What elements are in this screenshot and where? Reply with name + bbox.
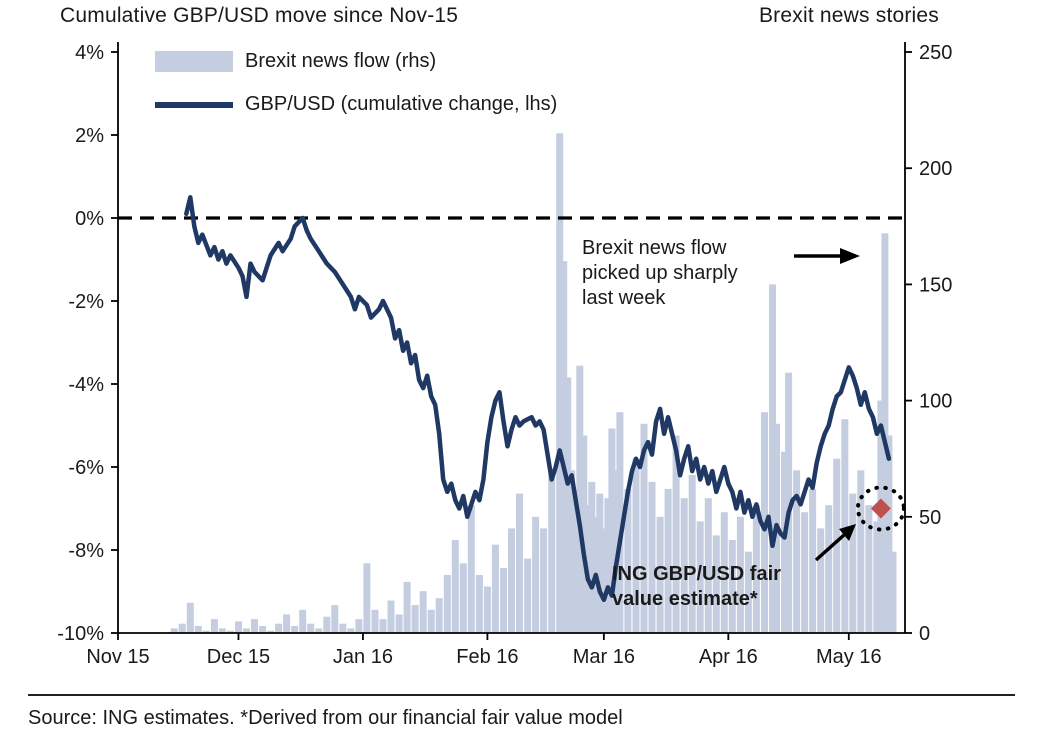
right-axis-tick-label: 150: [919, 274, 952, 296]
left-axis-tick-label: -2%: [68, 291, 104, 313]
source-note: Source: ING estimates. *Derived from our…: [28, 707, 623, 729]
right-axis-tick-label: 100: [919, 391, 952, 413]
legend-item-news-flow: Brexit news flow (rhs): [155, 50, 436, 73]
news-flow-swatch-icon: [155, 51, 233, 72]
left-axis-tick-label: 2%: [75, 125, 104, 147]
x-axis-tick-label: Dec 15: [207, 646, 270, 668]
source-divider: [28, 694, 1015, 696]
fair-value-dotted-circle-icon: [855, 485, 906, 532]
right-axis-tick-label: 0: [919, 623, 930, 645]
gbpusd-line: [184, 195, 892, 603]
right-axis-title: Brexit news stories: [758, 4, 939, 27]
left-axis-tick-label: -10%: [57, 623, 104, 645]
x-axis-tick-label: Nov 15: [86, 646, 149, 668]
left-axis-tick-label: 4%: [75, 42, 104, 64]
fair-value-arrow: [814, 533, 846, 562]
right-axis-tick-label: 250: [919, 42, 952, 64]
fair-value-diamond-icon: [870, 498, 891, 519]
x-axis-tick-label: Feb 16: [456, 646, 518, 668]
right-axis-tick-label: 200: [919, 158, 952, 180]
x-axis-tick-label: Apr 16: [699, 646, 758, 668]
left-axis-title: Cumulative GBP/USD move since Nov-15: [60, 4, 459, 27]
legend-label-news-flow: Brexit news flow (rhs): [245, 50, 437, 72]
news-flow-bars: [170, 133, 897, 634]
x-axis-tick-label: May 16: [816, 646, 882, 668]
news-flow-annotation: Brexit news flow picked up sharply last …: [582, 237, 738, 309]
fair-value-annotation: ING GBP/USD fair value estimate*: [612, 563, 781, 610]
left-axis-tick-label: -6%: [68, 457, 104, 479]
left-axis-tick-label: 0%: [75, 208, 104, 230]
x-axis-tick-label: Jan 16: [333, 646, 393, 668]
news-arrow-head-icon: [840, 248, 860, 264]
x-axis-tick-label: Mar 16: [573, 646, 635, 668]
legend-item-gbpusd: GBP/USD (cumulative change, lhs): [155, 93, 557, 116]
right-axis-tick-label: 50: [919, 507, 941, 529]
left-axis-tick-label: -8%: [68, 540, 104, 562]
gbpusd-swatch-icon: [155, 101, 233, 108]
fair-value-arrow-head-icon: [839, 524, 856, 541]
legend-label-gbpusd: GBP/USD (cumulative change, lhs): [245, 93, 558, 115]
left-axis-tick-label: -4%: [68, 374, 104, 396]
